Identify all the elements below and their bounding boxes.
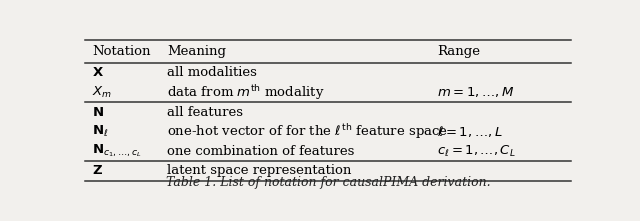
Text: latent space representation: latent space representation <box>167 164 351 177</box>
Text: all features: all features <box>167 106 243 118</box>
Text: $c_{\ell}=1,\ldots,C_L$: $c_{\ell}=1,\ldots,C_L$ <box>437 144 516 159</box>
Text: $\mathbf{X}$: $\mathbf{X}$ <box>92 66 104 79</box>
Text: Meaning: Meaning <box>167 45 226 58</box>
Text: data from $m^{\mathrm{th}}$ modality: data from $m^{\mathrm{th}}$ modality <box>167 83 324 102</box>
Text: $\ell=1,\ldots,L$: $\ell=1,\ldots,L$ <box>437 124 503 139</box>
Text: all modalities: all modalities <box>167 66 257 79</box>
Text: Range: Range <box>437 45 480 58</box>
Text: Table 1. List of notation for causalPIMA derivation.: Table 1. List of notation for causalPIMA… <box>166 176 490 189</box>
Text: Notation: Notation <box>92 45 151 58</box>
Text: $\mathbf{Z}$: $\mathbf{Z}$ <box>92 164 104 177</box>
Text: one-hot vector of for the $\ell^{\mathrm{th}}$ feature space: one-hot vector of for the $\ell^{\mathrm… <box>167 122 448 141</box>
Text: $\mathbf{N}$: $\mathbf{N}$ <box>92 106 104 118</box>
Text: $\mathbf{N}_{c_1,\ldots,c_L}$: $\mathbf{N}_{c_1,\ldots,c_L}$ <box>92 143 142 160</box>
Text: $X_m$: $X_m$ <box>92 85 113 100</box>
Text: $\mathbf{N}_{\ell}$: $\mathbf{N}_{\ell}$ <box>92 124 109 139</box>
Text: $m=1,\ldots,M$: $m=1,\ldots,M$ <box>437 86 515 99</box>
Text: one combination of features: one combination of features <box>167 145 354 158</box>
